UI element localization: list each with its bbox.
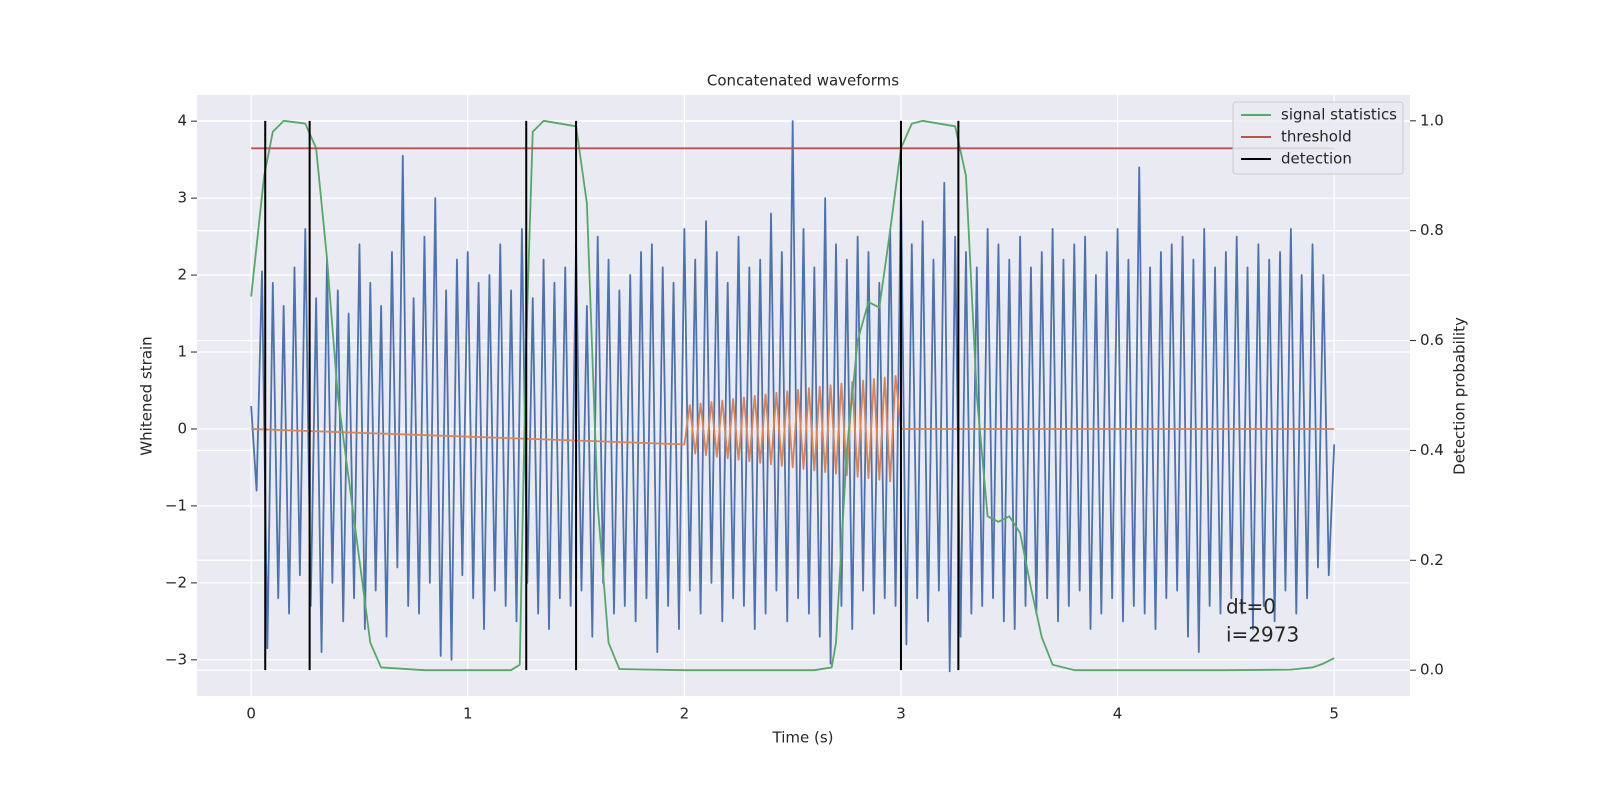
axes: 0 1 2 3 4 5 −3 −2 −1 0 1 2 3 4 0.0 0.2 0.4 0.6 0.8 1.0	[165, 111, 1444, 722]
legend-label: signal statistics	[1281, 106, 1397, 124]
y2-tick-label: 0.8	[1420, 221, 1444, 239]
x-tick-label: 0	[246, 705, 256, 723]
y-axis-label: Whitened strain	[138, 336, 156, 455]
signal-statistics-line	[250, 119, 1335, 672]
y2-tick-label: 0.0	[1420, 661, 1444, 679]
y-tick-label: −1	[165, 496, 187, 514]
x-tick-label: 4	[1113, 705, 1123, 723]
y2-axis-label: Detection probability	[1451, 317, 1469, 475]
y2-tick-label: 0.6	[1420, 331, 1444, 349]
x-tick-label: 1	[463, 705, 473, 723]
y2-tick-label: 0.4	[1420, 441, 1444, 459]
y-tick-label: 1	[177, 343, 187, 361]
y-tick-label: 3	[177, 189, 187, 207]
legend-label: detection	[1281, 150, 1352, 168]
y-tick-label: 0	[177, 419, 187, 437]
y-tick-label: −2	[165, 573, 187, 591]
waveform-line	[250, 120, 1336, 673]
y-tick-label: 4	[177, 112, 187, 130]
x-axis-label: Time (s)	[772, 729, 834, 747]
legend-box	[1232, 101, 1404, 175]
marks	[250, 119, 1336, 673]
x-tick-label: 2	[680, 705, 690, 723]
y2-tick-label: 0.2	[1420, 551, 1444, 569]
waveform-line	[251, 374, 1335, 483]
y2-tick-label: 1.0	[1420, 111, 1444, 129]
x-tick-label: 3	[896, 705, 906, 723]
legend-label: threshold	[1281, 128, 1352, 146]
x-tick-label: 5	[1329, 705, 1339, 723]
annotation: i=2973	[1226, 623, 1299, 647]
legend: signal statistics threshold detection	[1232, 101, 1404, 175]
y-tick-label: −3	[165, 650, 187, 668]
chart-title: Concatenated waveforms	[707, 72, 899, 90]
y-tick-label: 2	[177, 266, 187, 284]
annotation: dt=0	[1226, 595, 1276, 619]
